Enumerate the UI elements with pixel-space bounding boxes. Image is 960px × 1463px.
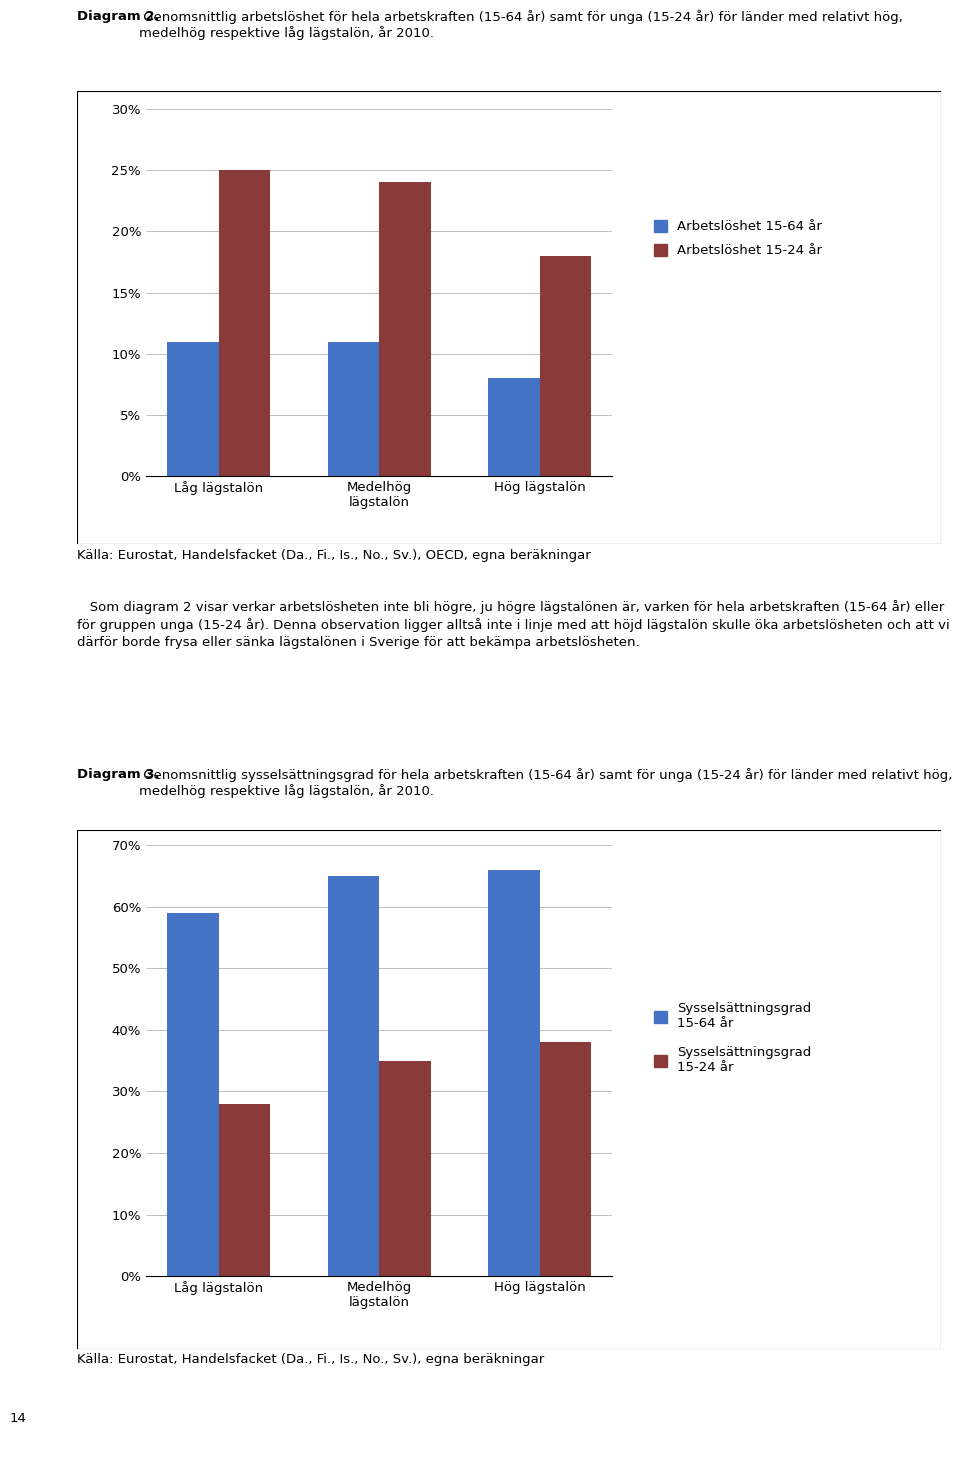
Bar <box>327 341 379 475</box>
Text: Diagram 3.: Diagram 3. <box>77 768 159 781</box>
Text: 14: 14 <box>10 1412 27 1425</box>
Text: Källa: Eurostat, Handelsfacket (Da., Fi., Is., No., Sv.), OECD, egna beräkningar: Källa: Eurostat, Handelsfacket (Da., Fi.… <box>77 549 590 562</box>
Text: Källa: Eurostat, Handelsfacket (Da., Fi., Is., No., Sv.), egna beräkningar: Källa: Eurostat, Handelsfacket (Da., Fi.… <box>77 1353 544 1366</box>
Text: Genomsnittlig sysselsättningsgrad för hela arbetskraften (15-64 år) samt för ung: Genomsnittlig sysselsättningsgrad för he… <box>139 768 952 799</box>
Bar <box>379 1061 431 1276</box>
Bar <box>167 341 219 475</box>
Text: Som diagram 2 visar verkar arbetslösheten inte bli högre, ju högre lägstalönen ä: Som diagram 2 visar verkar arbetslöshete… <box>77 600 949 650</box>
Bar <box>219 1103 270 1276</box>
Bar <box>489 869 540 1276</box>
Bar <box>167 913 219 1276</box>
Bar <box>379 183 431 475</box>
Text: Diagram 2.: Diagram 2. <box>77 10 159 23</box>
Bar <box>540 1042 591 1276</box>
Bar <box>327 876 379 1276</box>
Bar <box>489 379 540 475</box>
Legend: Arbetslöshet 15-64 år, Arbetslöshet 15-24 år: Arbetslöshet 15-64 år, Arbetslöshet 15-2… <box>654 219 823 257</box>
Text: Genomsnittlig arbetslöshet för hela arbetskraften (15-64 år) samt för unga (15-2: Genomsnittlig arbetslöshet för hela arbe… <box>139 10 903 41</box>
Legend: Sysselsättningsgrad
15-64 år, Sysselsättningsgrad
15-24 år: Sysselsättningsgrad 15-64 år, Sysselsätt… <box>654 1002 811 1074</box>
Bar <box>219 170 270 475</box>
Bar <box>540 256 591 475</box>
